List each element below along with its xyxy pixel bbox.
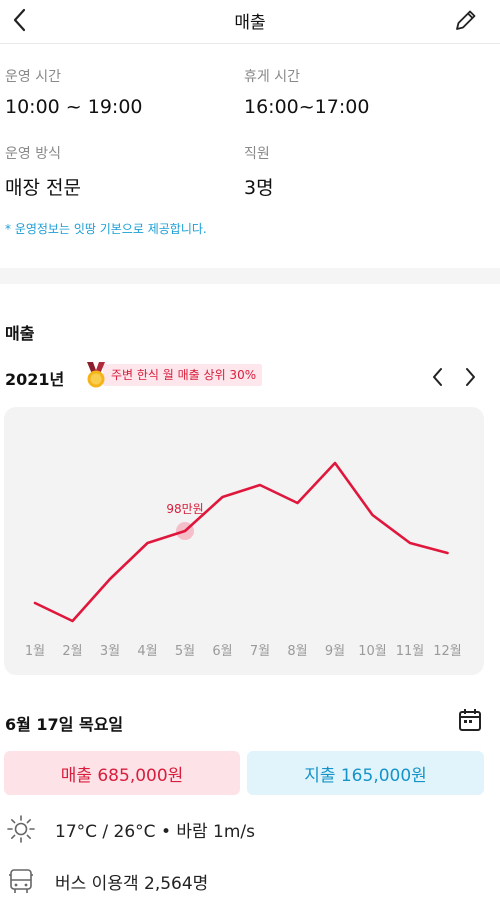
selected-date: 6월 17일 목요일 <box>5 715 124 734</box>
sales-chart: 98만원 1월 2월 3월 4월 5월 6월 7월 8월 9월 10월 11월 12월 <box>4 407 484 675</box>
chart-x-tick-label: 2월 <box>62 644 82 659</box>
sun-icon <box>7 815 35 843</box>
chart-x-tick-label: 6월 <box>212 644 232 659</box>
back-button[interactable] <box>0 2 40 38</box>
daily-sales-box[interactable]: 매출 685,000원 <box>4 751 240 795</box>
chart-x-tick-label: 7월 <box>250 644 270 659</box>
bus-text: 버스 이용객 2,564명 <box>55 873 209 894</box>
chart-point[interactable] <box>32 600 38 606</box>
bus-icon <box>9 869 33 893</box>
daily-sales-text: 매출 685,000원 <box>60 765 184 786</box>
chart-point[interactable] <box>145 540 151 546</box>
chart-x-tick-label: 4월 <box>137 644 157 659</box>
pencil-icon <box>456 10 476 30</box>
calendar-button[interactable] <box>455 705 485 735</box>
break-label: 휴게 시간 <box>244 69 300 85</box>
chart-x-tick-label: 1월 <box>25 644 45 659</box>
edit-button[interactable] <box>446 2 486 38</box>
operating-info: 운영 시간 10:00 ~ 19:00 휴게 시간 16:00~17:00 운영… <box>0 44 500 268</box>
medal-icon <box>87 362 105 388</box>
chart-point[interactable] <box>220 494 226 500</box>
daily-expense-text: 지출 165,000원 <box>304 765 427 786</box>
chart-x-tick-label: 5월 <box>175 644 195 659</box>
chart-point[interactable] <box>257 482 263 488</box>
chart-point[interactable] <box>182 528 188 534</box>
staff-value: 3명 <box>244 177 274 199</box>
chart-point[interactable] <box>295 500 301 506</box>
chart-point[interactable] <box>445 550 451 556</box>
calendar-icon <box>459 709 481 731</box>
daily-expense-box[interactable]: 지출 165,000원 <box>247 751 484 795</box>
year-label: 2021년 <box>5 370 65 389</box>
chart-x-tick-label: 12월 <box>433 644 462 659</box>
sales-section-title: 매출 <box>5 324 35 343</box>
chevron-right-icon <box>466 368 475 386</box>
hours-value: 10:00 ~ 19:00 <box>5 96 143 118</box>
bus-row: 버스 이용객 2,564명 <box>0 865 500 897</box>
method-value: 매장 전문 <box>5 177 81 199</box>
chart-x-tick-label: 11월 <box>396 644 425 659</box>
rank-badge-text: 주변 한식 월 매출 상위 30% <box>103 364 263 386</box>
chart-point[interactable] <box>407 540 413 546</box>
chart-point[interactable] <box>107 576 113 582</box>
page-title: 매출 <box>234 13 266 33</box>
chart-point[interactable] <box>332 460 338 466</box>
weather-text: 17°C / 26°C • 바람 1m/s <box>55 821 256 842</box>
prev-year-button[interactable] <box>426 364 450 390</box>
top-bar: 매출 <box>0 0 500 44</box>
chart-x-tick-label: 8월 <box>287 644 307 659</box>
chart-x-tick-label: 10월 <box>358 644 387 659</box>
sales-chart-svg: 98만원 1월 2월 3월 4월 5월 6월 7월 8월 9월 10월 11월 12월 <box>25 460 462 659</box>
chart-point[interactable] <box>70 618 76 624</box>
hours-label: 운영 시간 <box>5 69 61 85</box>
next-year-button[interactable] <box>458 364 482 390</box>
chevron-left-icon <box>13 8 26 32</box>
break-value: 16:00~17:00 <box>244 96 370 118</box>
staff-label: 직원 <box>244 146 270 162</box>
weather-row: 17°C / 26°C • 바람 1m/s <box>0 813 500 845</box>
section-divider <box>0 268 500 284</box>
method-label: 운영 방식 <box>5 146 61 162</box>
chart-x-tick-label: 3월 <box>100 644 120 659</box>
chart-point[interactable] <box>370 512 376 518</box>
info-note: * 운영정보는 잇땅 기본으로 제공합니다. <box>5 222 207 236</box>
chart-highlight-label: 98만원 <box>166 502 203 516</box>
chart-series-line <box>33 461 449 623</box>
rank-badge: 주변 한식 월 매출 상위 30% <box>83 361 263 389</box>
chevron-left-icon <box>433 368 442 386</box>
chart-x-tick-label: 9월 <box>325 644 345 659</box>
